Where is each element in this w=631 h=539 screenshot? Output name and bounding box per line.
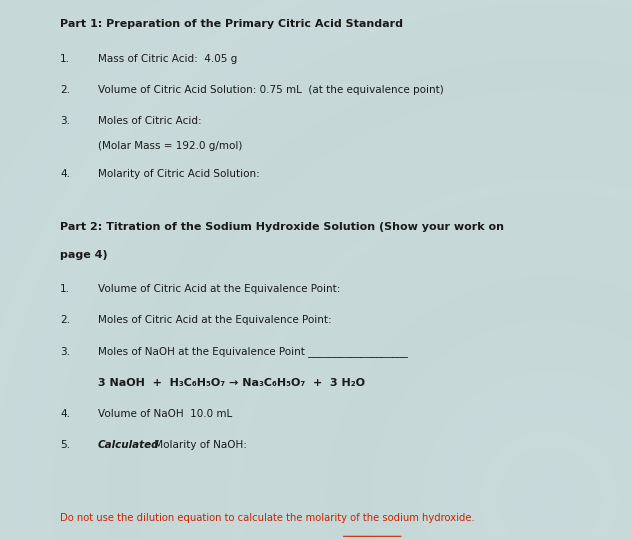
Text: 3.: 3. (60, 347, 70, 357)
Text: Volume of NaOH  10.0 mL: Volume of NaOH 10.0 mL (98, 409, 232, 419)
Text: 3 NaOH  +  H₃C₆H₅O₇ → Na₃C₆H₅O₇  +  3 H₂O: 3 NaOH + H₃C₆H₅O₇ → Na₃C₆H₅O₇ + 3 H₂O (98, 378, 365, 388)
Text: 2.: 2. (60, 85, 70, 95)
Text: 4.: 4. (60, 169, 70, 179)
Text: Part 2: Titration of the Sodium Hydroxide Solution (Show your work on: Part 2: Titration of the Sodium Hydroxid… (60, 222, 504, 232)
Text: Moles of NaOH at the Equivalence Point ___________________: Moles of NaOH at the Equivalence Point _… (98, 347, 408, 357)
Text: Volume of Citric Acid at the Equivalence Point:: Volume of Citric Acid at the Equivalence… (98, 284, 340, 294)
Text: 1.: 1. (60, 54, 70, 64)
Text: Mass of Citric Acid:  4.05 g: Mass of Citric Acid: 4.05 g (98, 54, 237, 64)
Text: 2.: 2. (60, 315, 70, 326)
Text: Calculated: Calculated (98, 440, 159, 451)
Text: 1.: 1. (60, 284, 70, 294)
Text: 5.: 5. (60, 440, 70, 451)
Text: Molarity of NaOH:: Molarity of NaOH: (151, 440, 247, 451)
Text: Part 1: Preparation of the Primary Citric Acid Standard: Part 1: Preparation of the Primary Citri… (60, 19, 403, 29)
Text: Moles of Citric Acid at the Equivalence Point:: Moles of Citric Acid at the Equivalence … (98, 315, 331, 326)
Text: 3.: 3. (60, 116, 70, 127)
Text: Do not use the dilution equation to calculate the molarity of the sodium hydroxi: Do not use the dilution equation to calc… (60, 513, 475, 523)
Text: Molarity of Citric Acid Solution:: Molarity of Citric Acid Solution: (98, 169, 259, 179)
Text: Moles of Citric Acid:: Moles of Citric Acid: (98, 116, 201, 127)
Text: 4.: 4. (60, 409, 70, 419)
Text: page 4): page 4) (60, 250, 107, 260)
Text: (Molar Mass = 192.0 g/mol): (Molar Mass = 192.0 g/mol) (98, 141, 242, 151)
Text: Volume of Citric Acid Solution: 0.75 mL  (at the equivalence point): Volume of Citric Acid Solution: 0.75 mL … (98, 85, 444, 95)
